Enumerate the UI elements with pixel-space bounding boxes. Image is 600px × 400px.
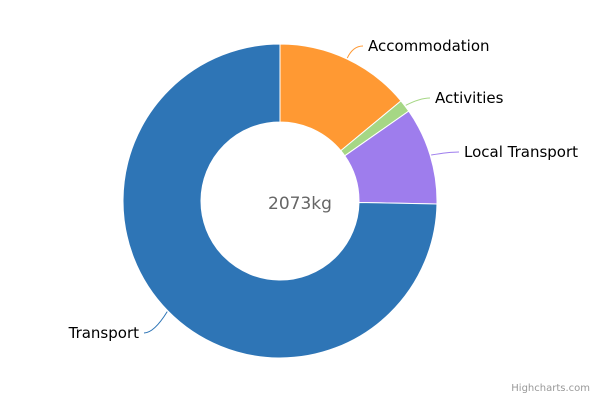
label-activities: Activities [435,89,504,107]
labels-group: Accommodation Activities Local Transport Tr… [68,37,579,342]
slice-transport[interactable] [122,43,438,359]
center-total-label: 2073kg [268,194,332,214]
connector-accommodation [346,45,364,59]
connector-activities [405,97,431,106]
label-transport: Transport [68,324,140,342]
connector-local-transport [431,151,460,156]
credits-link[interactable]: Highcharts.com [511,383,590,394]
label-accommodation: Accommodation [368,37,490,55]
slices-group [122,43,438,359]
connectors-group [143,45,460,334]
label-local-transport: Local Transport [464,143,578,161]
connector-transport [143,311,168,334]
